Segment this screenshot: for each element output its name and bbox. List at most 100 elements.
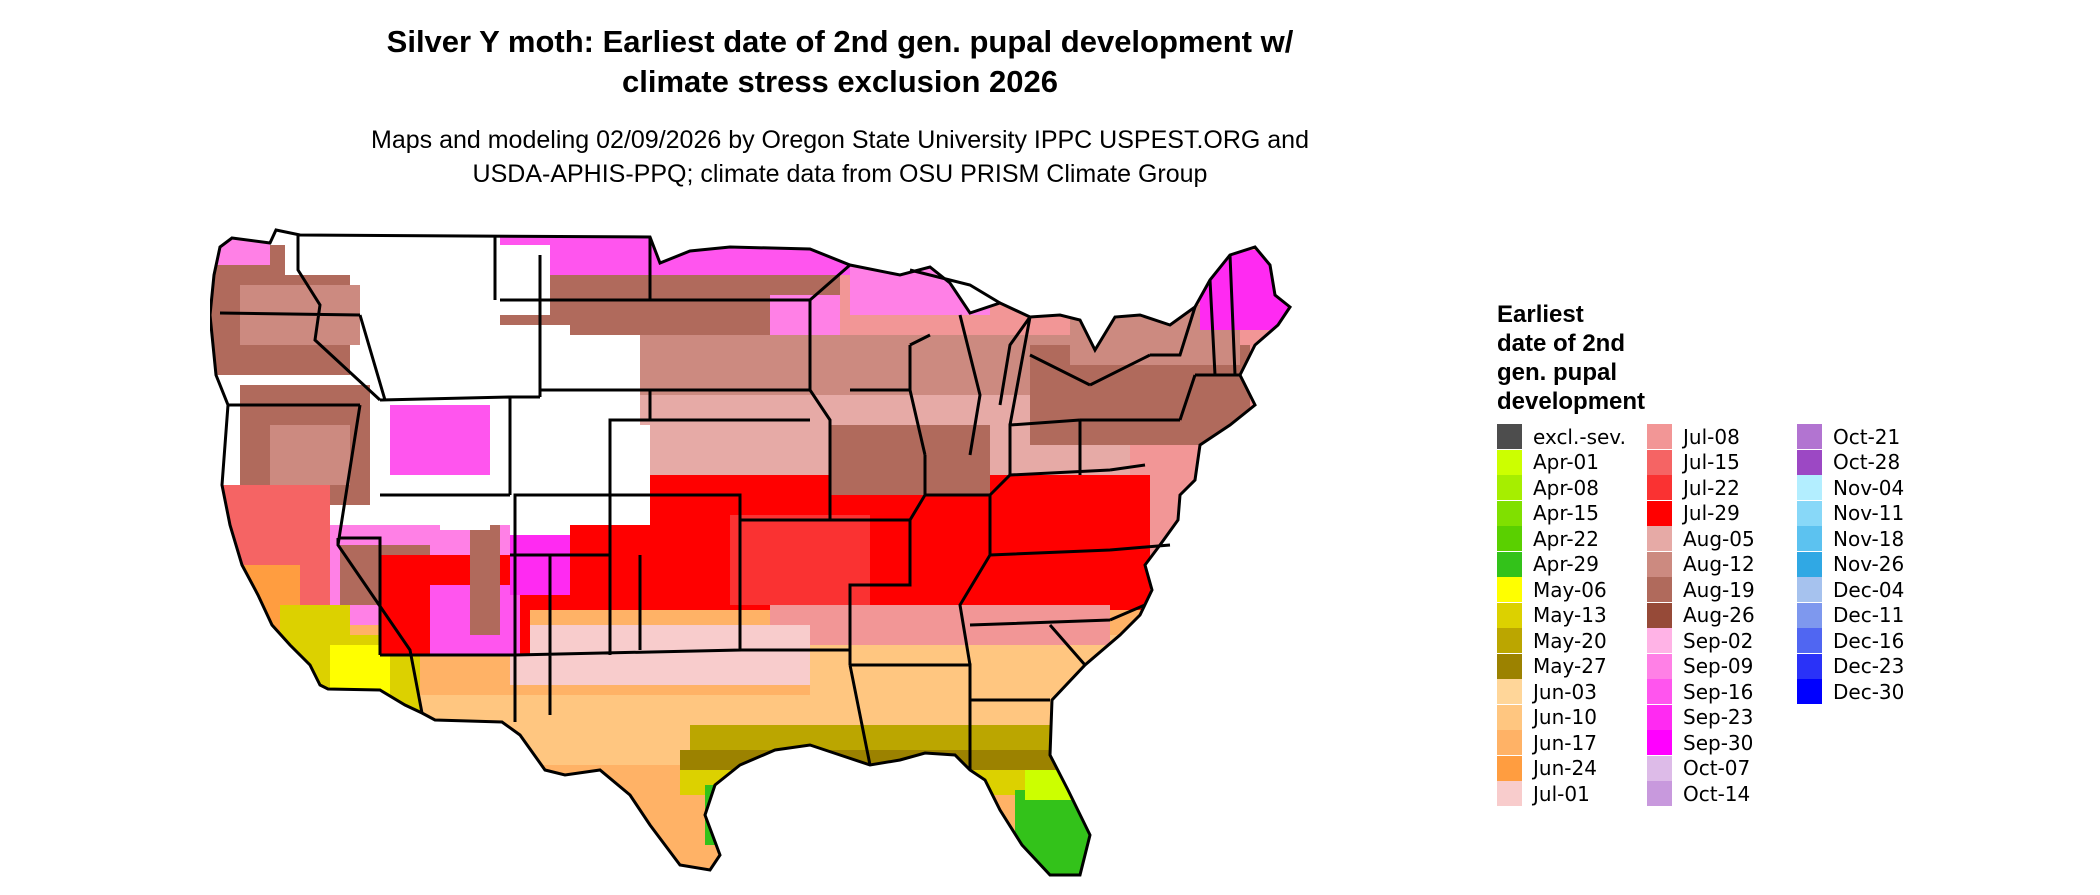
legend-item: Jun-24: [1497, 755, 1647, 782]
legend-swatch: [1797, 679, 1822, 705]
legend-swatch: [1647, 679, 1672, 705]
legend-swatch: [1497, 704, 1522, 730]
legend-column-2: Jul-08 Jul-15 Jul-22 Jul-29 Aug-05 Aug-12 Aug-…: [1647, 424, 1797, 807]
legend-item: Apr-22: [1497, 526, 1647, 552]
legend-swatch: [1497, 577, 1522, 603]
legend-item: Sep-09: [1647, 653, 1797, 680]
legend-swatch: [1647, 781, 1672, 807]
legend-label: Jul-01: [1533, 781, 1590, 806]
legend-label: May-27: [1533, 654, 1607, 679]
legend-item: Oct-28: [1797, 449, 1947, 476]
legend-item: Dec-30: [1797, 679, 1947, 705]
legend-swatch: [1497, 475, 1522, 501]
legend-swatch: [1797, 475, 1822, 501]
legend-column-1: excl.-sev. Apr-01 Apr-08 Apr-15 Apr-22 Apr-29…: [1497, 424, 1647, 807]
legend-label: Dec-16: [1833, 628, 1905, 653]
legend-item: Jun-10: [1497, 704, 1647, 731]
legend-swatch: [1797, 500, 1822, 526]
map-subtitle: Maps and modeling 02/09/2026 by Oregon S…: [200, 123, 1480, 191]
legend-title: Earliest date of 2nd gen. pupal developm…: [1497, 300, 1645, 416]
legend-item: Aug-26: [1647, 602, 1797, 629]
legend-swatch: [1497, 526, 1522, 552]
legend-item: Apr-29: [1497, 551, 1647, 578]
legend-label: Aug-19: [1683, 577, 1755, 602]
state-lines-west: [219, 235, 652, 722]
legend-swatch: [1497, 730, 1522, 756]
legend-item: Apr-01: [1497, 449, 1647, 476]
legend-item: Aug-19: [1647, 577, 1797, 603]
legend-title-line: development: [1497, 388, 1646, 415]
legend-item: Sep-23: [1647, 704, 1797, 731]
legend-item: Sep-02: [1647, 628, 1797, 654]
legend-title-line: gen. pupal: [1497, 359, 1617, 386]
legend-item: Oct-14: [1647, 781, 1797, 807]
legend-swatch: [1497, 551, 1522, 577]
legend-label: Jul-15: [1683, 450, 1740, 475]
legend-item: Nov-26: [1797, 551, 1947, 578]
legend-label: Dec-11: [1833, 603, 1905, 628]
legend-label: Dec-23: [1833, 654, 1905, 679]
legend-item: Apr-15: [1497, 500, 1647, 527]
legend-item: Nov-18: [1797, 526, 1947, 552]
legend-swatch: [1497, 424, 1522, 450]
legend-swatch: [1647, 755, 1672, 781]
legend-label: Apr-15: [1533, 501, 1599, 526]
legend-label: Apr-01: [1533, 450, 1599, 475]
legend-swatch: [1497, 449, 1522, 475]
legend-title-line: date of 2nd: [1497, 330, 1626, 357]
legend-column-3: Oct-21 Oct-28 Nov-04 Nov-11 Nov-18 Nov-26 Dec-…: [1797, 424, 1947, 705]
legend-item: Apr-08: [1497, 475, 1647, 501]
us-outline: [210, 228, 1293, 877]
legend-label: Sep-30: [1683, 730, 1754, 755]
legend-swatch: [1647, 449, 1672, 475]
legend-label: Oct-07: [1683, 756, 1751, 781]
legend-label: Jul-29: [1683, 501, 1740, 526]
legend-swatch: [1647, 628, 1672, 654]
legend-swatch: [1647, 424, 1672, 450]
legend-item: Dec-04: [1797, 577, 1947, 603]
legend-swatch: [1497, 755, 1522, 781]
legend-swatch: [1497, 628, 1522, 654]
legend-swatch: [1647, 704, 1672, 730]
legend-swatch: [1647, 653, 1672, 679]
legend-label: Jul-22: [1683, 475, 1740, 500]
legend-swatch: [1497, 602, 1522, 628]
map-title-line-1: Silver Y moth: Earliest date of 2nd gen.…: [386, 24, 1294, 59]
legend-swatch: [1797, 526, 1822, 552]
legend-label: excl.-sev.: [1533, 424, 1626, 449]
legend-swatch: [1497, 679, 1522, 705]
legend-label: May-13: [1533, 603, 1607, 628]
legend-swatch: [1647, 602, 1672, 628]
legend-item: Oct-07: [1647, 755, 1797, 782]
legend-item: Dec-23: [1797, 653, 1947, 680]
map-title: Silver Y moth: Earliest date of 2nd gen.…: [200, 22, 1480, 102]
legend-swatch: [1647, 500, 1672, 526]
legend-swatch: [1797, 577, 1822, 603]
legend-item: Sep-30: [1647, 730, 1797, 756]
legend-label: Sep-09: [1683, 654, 1754, 679]
legend-swatch: [1797, 602, 1822, 628]
legend-label: Jun-10: [1533, 705, 1597, 730]
legend-swatch: [1797, 551, 1822, 577]
legend-label: Aug-05: [1683, 526, 1755, 551]
legend-label: Jun-24: [1533, 756, 1597, 781]
legend-swatch: [1647, 526, 1672, 552]
legend-swatch: [1647, 577, 1672, 603]
legend-item: Jun-03: [1497, 679, 1647, 705]
legend-item: Aug-12: [1647, 551, 1797, 578]
legend-label: Nov-26: [1833, 552, 1905, 577]
legend-swatch: [1497, 781, 1522, 807]
legend-item: Jul-15: [1647, 449, 1797, 476]
state-boundaries: [210, 228, 1293, 877]
legend-label: Nov-11: [1833, 501, 1905, 526]
legend-label: May-20: [1533, 628, 1607, 653]
legend-item: Jul-08: [1647, 424, 1797, 450]
legend-label: Sep-02: [1683, 628, 1754, 653]
legend-label: Oct-21: [1833, 424, 1901, 449]
legend-item: Oct-21: [1797, 424, 1947, 450]
legend-item: May-20: [1497, 628, 1647, 654]
legend-item: May-27: [1497, 653, 1647, 680]
legend-label: Jun-03: [1533, 679, 1597, 704]
legend-item: Dec-16: [1797, 628, 1947, 654]
legend-label: Dec-04: [1833, 577, 1905, 602]
